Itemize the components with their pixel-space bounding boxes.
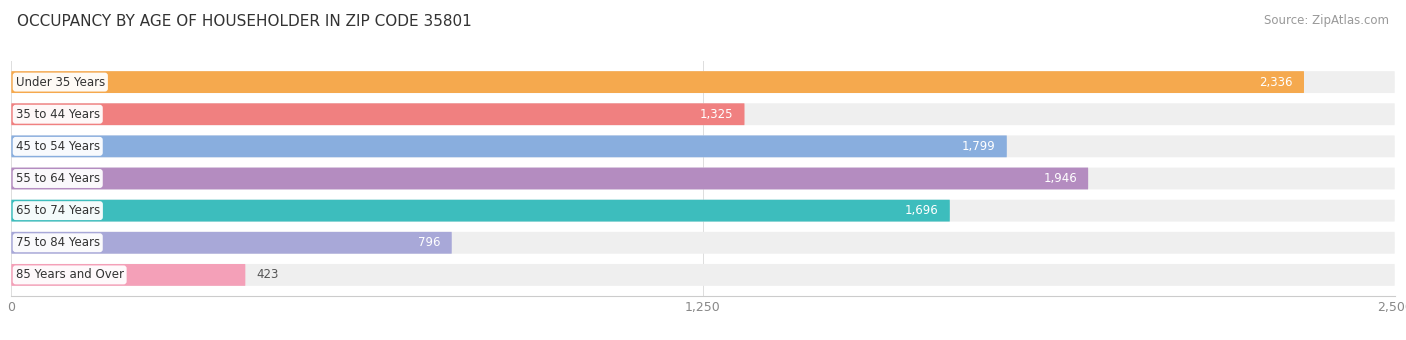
FancyBboxPatch shape — [11, 135, 1395, 157]
FancyBboxPatch shape — [11, 264, 245, 286]
Text: 796: 796 — [418, 236, 440, 249]
FancyBboxPatch shape — [11, 71, 1395, 93]
Text: 2,336: 2,336 — [1260, 75, 1294, 89]
Text: 75 to 84 Years: 75 to 84 Years — [15, 236, 100, 249]
FancyBboxPatch shape — [11, 168, 1088, 189]
FancyBboxPatch shape — [11, 103, 1395, 125]
FancyBboxPatch shape — [11, 168, 1395, 189]
FancyBboxPatch shape — [11, 264, 1395, 286]
FancyBboxPatch shape — [11, 135, 1007, 157]
Text: 45 to 54 Years: 45 to 54 Years — [15, 140, 100, 153]
Text: 35 to 44 Years: 35 to 44 Years — [15, 108, 100, 121]
Text: 423: 423 — [256, 268, 278, 282]
Text: 65 to 74 Years: 65 to 74 Years — [15, 204, 100, 217]
FancyBboxPatch shape — [11, 232, 1395, 254]
Text: 55 to 64 Years: 55 to 64 Years — [15, 172, 100, 185]
FancyBboxPatch shape — [11, 232, 451, 254]
FancyBboxPatch shape — [11, 71, 1303, 93]
Text: 1,325: 1,325 — [700, 108, 734, 121]
FancyBboxPatch shape — [11, 200, 1395, 222]
FancyBboxPatch shape — [11, 200, 950, 222]
FancyBboxPatch shape — [11, 103, 745, 125]
Text: OCCUPANCY BY AGE OF HOUSEHOLDER IN ZIP CODE 35801: OCCUPANCY BY AGE OF HOUSEHOLDER IN ZIP C… — [17, 14, 471, 29]
Text: 1,799: 1,799 — [962, 140, 995, 153]
Text: Under 35 Years: Under 35 Years — [15, 75, 105, 89]
Text: 1,946: 1,946 — [1043, 172, 1077, 185]
Text: 85 Years and Over: 85 Years and Over — [15, 268, 124, 282]
Text: Source: ZipAtlas.com: Source: ZipAtlas.com — [1264, 14, 1389, 27]
Text: 1,696: 1,696 — [905, 204, 939, 217]
